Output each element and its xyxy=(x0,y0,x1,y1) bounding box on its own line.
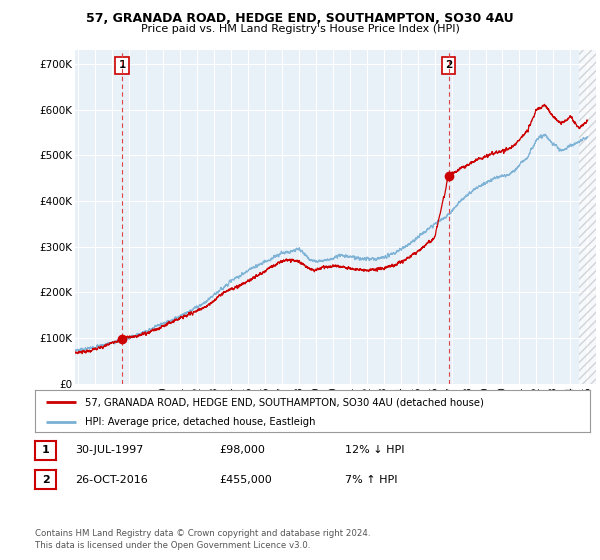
Text: 12% ↓ HPI: 12% ↓ HPI xyxy=(345,445,404,455)
Text: 1: 1 xyxy=(42,445,49,455)
Text: £455,000: £455,000 xyxy=(219,475,272,485)
Text: 2: 2 xyxy=(42,475,49,485)
Text: Price paid vs. HM Land Registry's House Price Index (HPI): Price paid vs. HM Land Registry's House … xyxy=(140,24,460,34)
Text: 2: 2 xyxy=(445,60,452,71)
Text: 57, GRANADA ROAD, HEDGE END, SOUTHAMPTON, SO30 4AU: 57, GRANADA ROAD, HEDGE END, SOUTHAMPTON… xyxy=(86,12,514,25)
Text: 26-OCT-2016: 26-OCT-2016 xyxy=(75,475,148,485)
Text: Contains HM Land Registry data © Crown copyright and database right 2024.
This d: Contains HM Land Registry data © Crown c… xyxy=(35,529,370,550)
Text: 57, GRANADA ROAD, HEDGE END, SOUTHAMPTON, SO30 4AU (detached house): 57, GRANADA ROAD, HEDGE END, SOUTHAMPTON… xyxy=(85,397,484,407)
Text: 1: 1 xyxy=(118,60,125,71)
Text: 7% ↑ HPI: 7% ↑ HPI xyxy=(345,475,398,485)
Text: 30-JUL-1997: 30-JUL-1997 xyxy=(75,445,143,455)
Bar xyxy=(579,50,596,384)
Text: £98,000: £98,000 xyxy=(219,445,265,455)
Text: HPI: Average price, detached house, Eastleigh: HPI: Average price, detached house, East… xyxy=(85,417,315,427)
